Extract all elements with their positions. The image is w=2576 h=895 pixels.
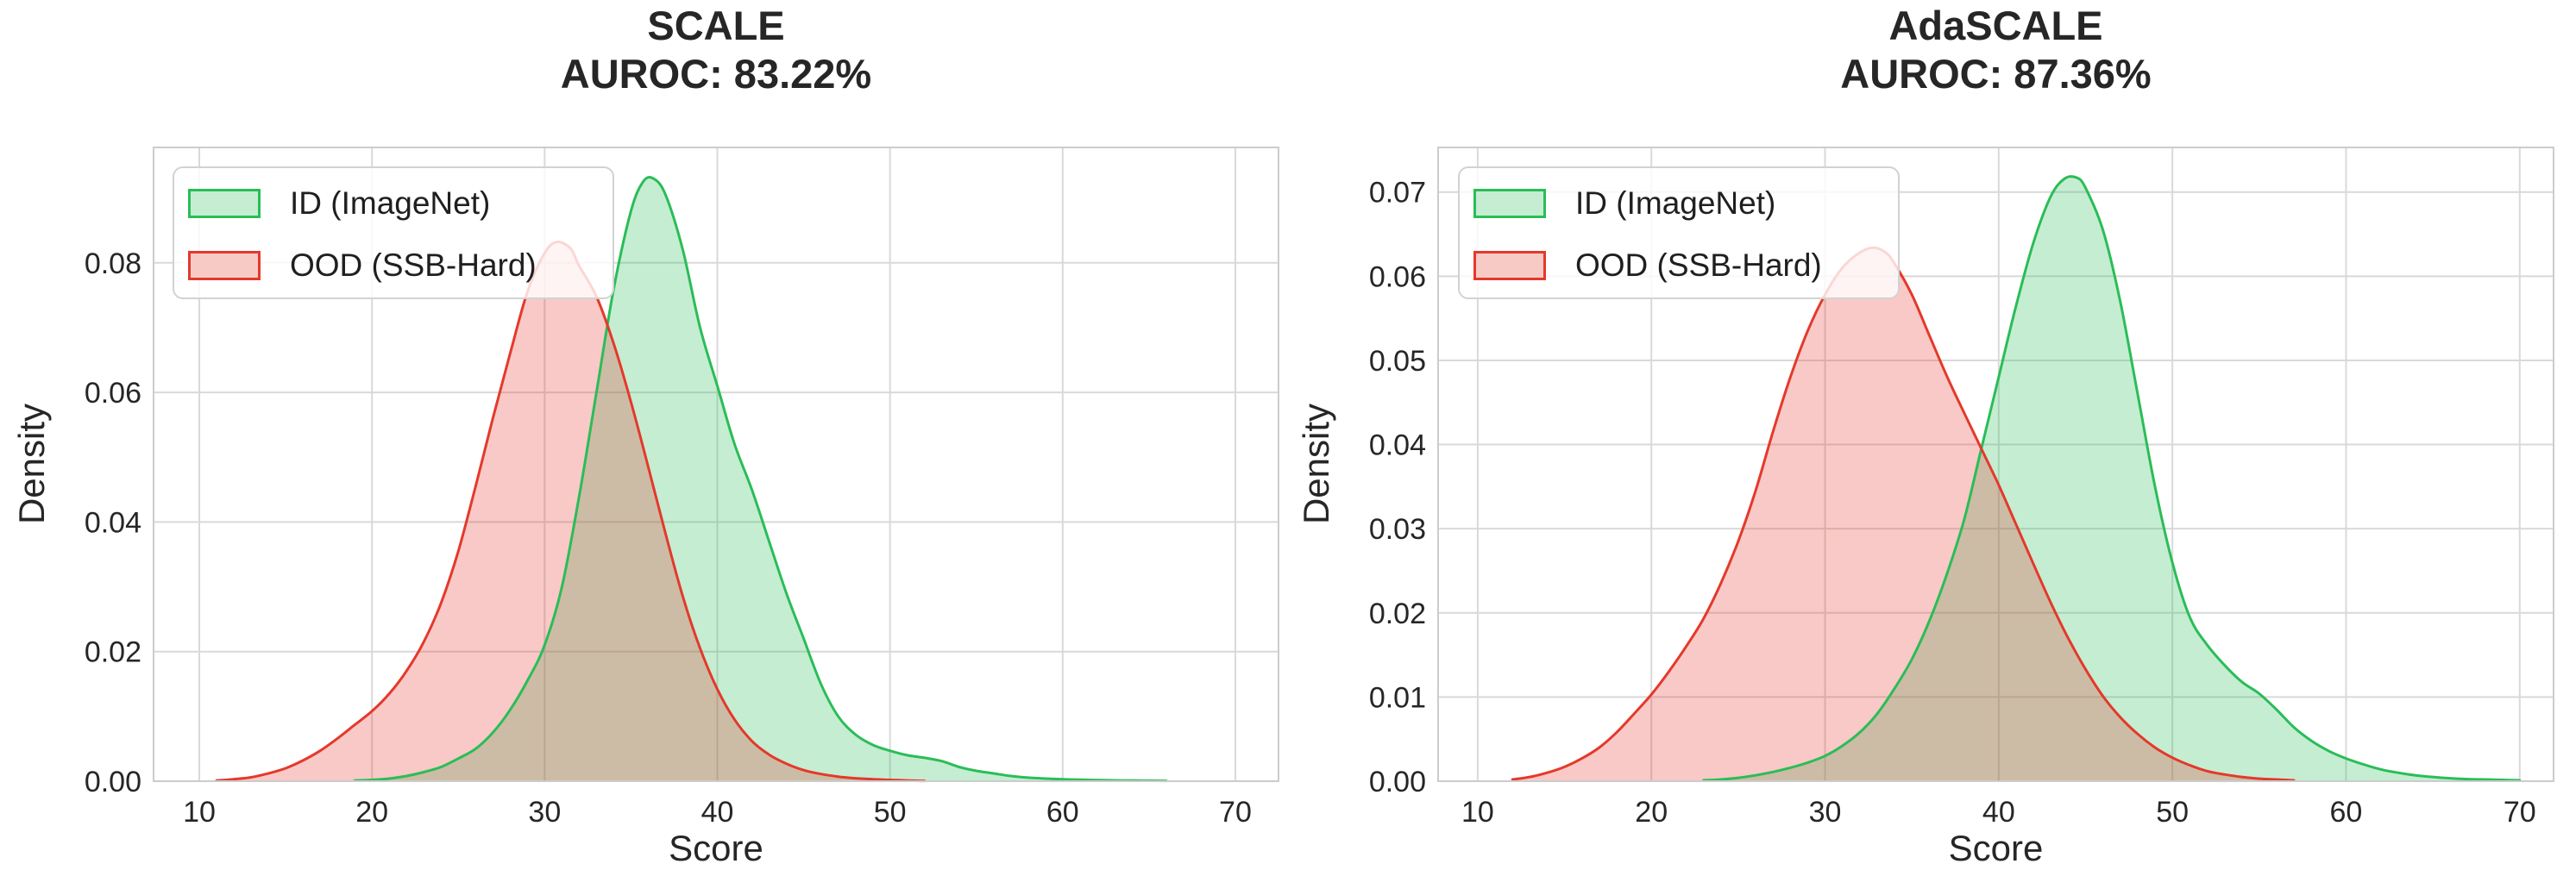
y-tick-label: 0.06 bbox=[85, 377, 141, 410]
y-tick-label: 0.00 bbox=[1369, 766, 1426, 798]
id-series-label: ID (ImageNet) bbox=[290, 185, 491, 221]
id-series-swatch-icon bbox=[1473, 189, 1546, 218]
legend-row-ood: OOD (SSB-Hard) bbox=[1473, 247, 1877, 284]
y-tick-label: 0.02 bbox=[85, 636, 141, 669]
density-area-OOD (SSB-Hard) bbox=[1512, 247, 2294, 781]
right-chart-title-block: AdaSCALE AUROC: 87.36% bbox=[1438, 2, 2554, 98]
x-tick-label: 30 bbox=[1809, 796, 1842, 829]
plot-AdaSCALE: 10 20 30 40 50 60 70 0.00 0.01 0.02 0.03 0.04 0.05 0.… bbox=[1369, 147, 2554, 829]
x-tick-label: 40 bbox=[701, 796, 734, 829]
ood-series-label: OOD (SSB-Hard) bbox=[290, 247, 537, 283]
right-chart-title: AdaSCALE bbox=[1888, 3, 2103, 48]
x-tick-label: 60 bbox=[1046, 796, 1079, 829]
x-tick-label: 10 bbox=[183, 796, 216, 829]
left-x-axis-label: Score bbox=[669, 828, 763, 868]
legend-row-id: ID (ImageNet) bbox=[188, 185, 592, 222]
density-line-ID (ImageNet) bbox=[353, 176, 1168, 783]
right-chart-auroc: AUROC: 87.36% bbox=[1840, 51, 2152, 97]
id-series-label: ID (ImageNet) bbox=[1575, 185, 1776, 221]
id-series-swatch-icon bbox=[188, 189, 261, 218]
left-chart-title: SCALE bbox=[647, 3, 785, 48]
y-tick-label: 0.04 bbox=[1369, 429, 1426, 462]
y-tick-label: 0.04 bbox=[85, 506, 141, 539]
x-tick-label: 10 bbox=[1461, 796, 1494, 829]
left-chart-auroc: AUROC: 83.22% bbox=[560, 51, 872, 97]
legend-row-id: ID (ImageNet) bbox=[1473, 185, 1877, 222]
x-tick-label: 50 bbox=[874, 796, 907, 829]
x-tick-label: 70 bbox=[2504, 796, 2536, 829]
density-line-ID (ImageNet) bbox=[1702, 175, 2522, 782]
y-tick-label: 0.07 bbox=[1369, 177, 1426, 210]
ood-series-swatch-icon bbox=[1473, 251, 1546, 280]
density-area-OOD (SSB-Hard) bbox=[217, 241, 925, 781]
x-tick-label: 50 bbox=[2156, 796, 2189, 829]
y-tick-label: 0.00 bbox=[85, 766, 141, 798]
right-x-axis-label: Score bbox=[1948, 828, 2044, 868]
y-tick-label: 0.06 bbox=[1369, 260, 1426, 293]
x-tick-label: 20 bbox=[355, 796, 388, 829]
x-tick-label: 30 bbox=[528, 796, 561, 829]
right-y-axis-label: Density bbox=[1296, 403, 1336, 525]
x-tick-label: 20 bbox=[1635, 796, 1668, 829]
x-tick-label: 70 bbox=[1219, 796, 1252, 829]
y-tick-label: 0.08 bbox=[85, 247, 141, 280]
plot-border bbox=[153, 147, 1279, 782]
y-tick-label: 0.03 bbox=[1369, 513, 1426, 546]
y-tick-label: 0.02 bbox=[1369, 598, 1426, 630]
left-legend: ID (ImageNet) OOD (SSB-Hard) bbox=[173, 166, 614, 299]
legend-row-ood: OOD (SSB-Hard) bbox=[188, 247, 592, 284]
left-chart-title-block: SCALE AUROC: 83.22% bbox=[154, 2, 1279, 98]
density-area-ID (ImageNet) bbox=[355, 177, 1166, 781]
y-tick-label: 0.01 bbox=[1369, 681, 1426, 714]
x-tick-label: 60 bbox=[2330, 796, 2363, 829]
density-area-ID (ImageNet) bbox=[1703, 176, 2520, 781]
plot-border bbox=[1437, 147, 2554, 782]
left-y-axis-label: Density bbox=[11, 403, 52, 525]
ood-series-label: OOD (SSB-Hard) bbox=[1575, 247, 1822, 283]
ood-series-swatch-icon bbox=[188, 251, 261, 280]
y-tick-label: 0.05 bbox=[1369, 345, 1426, 378]
x-tick-label: 40 bbox=[1982, 796, 2015, 829]
right-legend: ID (ImageNet) OOD (SSB-Hard) bbox=[1458, 166, 1900, 299]
